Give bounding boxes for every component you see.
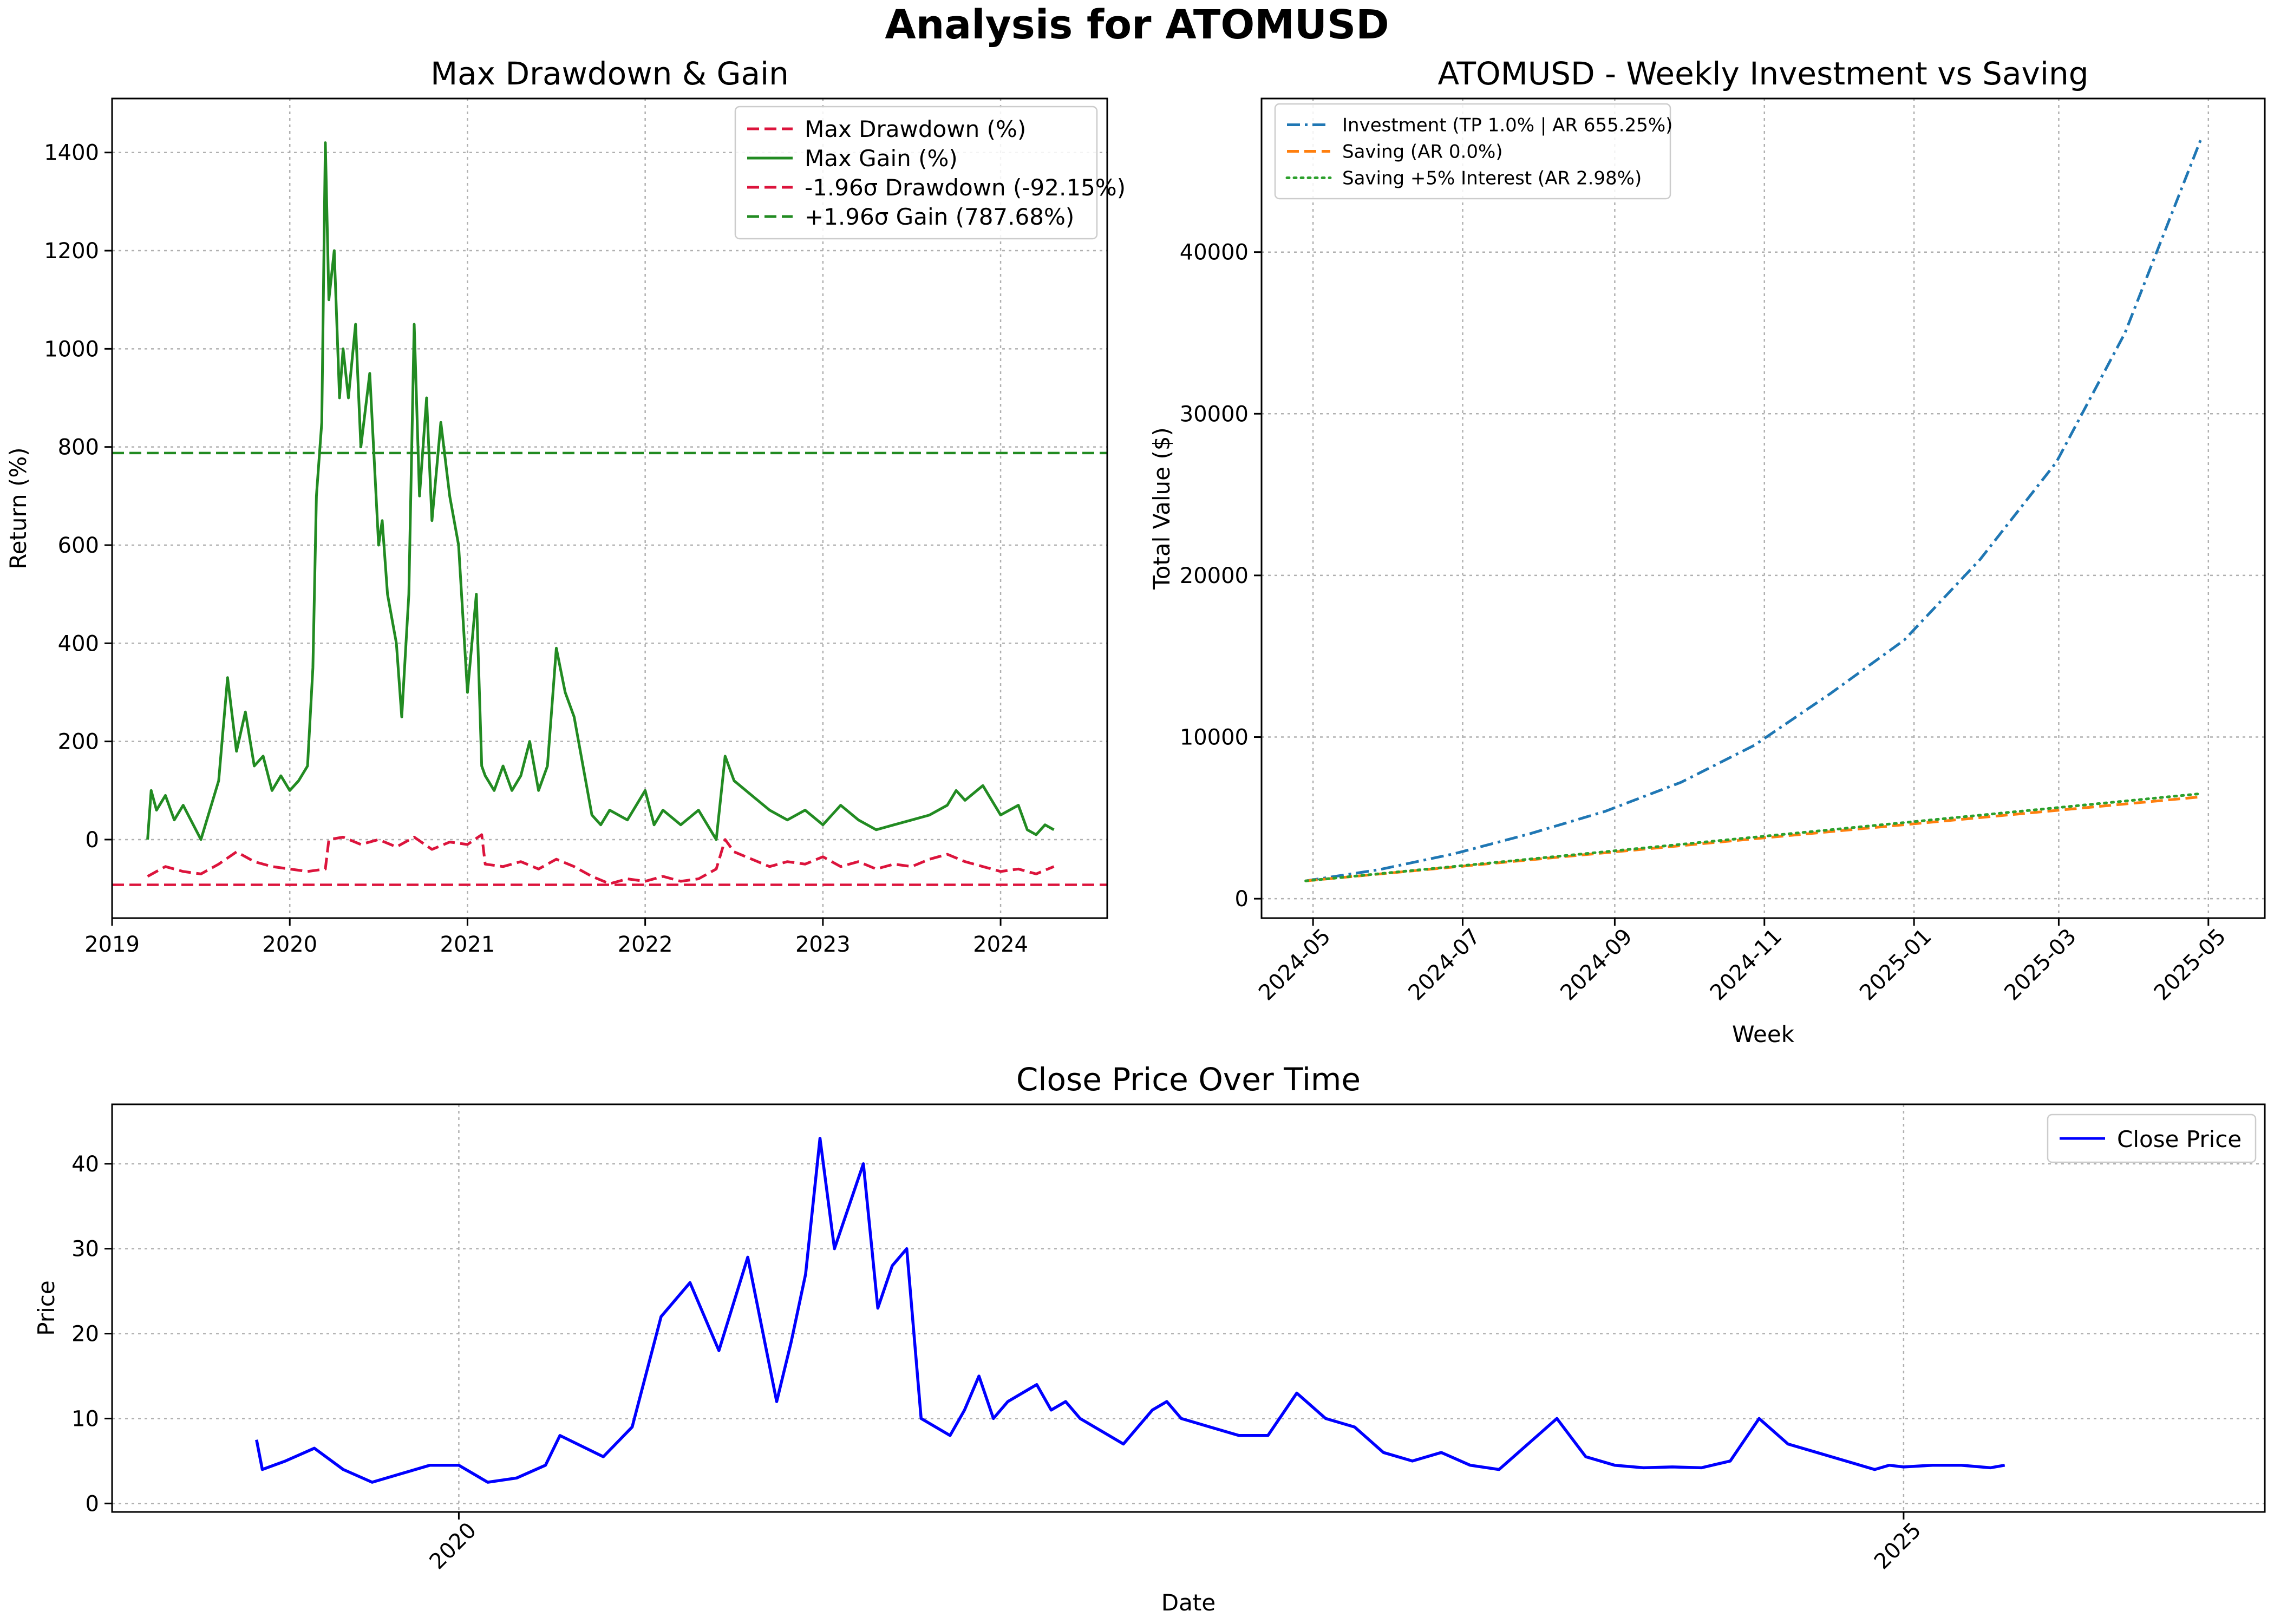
panel-title: ATOMUSD - Weekly Investment vs Saving — [1437, 55, 2088, 92]
y-tick-label: 1200 — [44, 239, 99, 264]
x-tick-label: 2025 — [1870, 1518, 1926, 1575]
y-tick-label: 0 — [1235, 887, 1249, 912]
legend-label: Saving +5% Interest (AR 2.98%) — [1342, 168, 1642, 189]
legend-label: Saving (AR 0.0%) — [1342, 141, 1503, 163]
panel-title: Max Drawdown & Gain — [430, 55, 789, 92]
y-tick-label: 40 — [71, 1152, 99, 1177]
y-tick-label: 0 — [86, 828, 99, 853]
x-tick-label: 2024-07 — [1403, 924, 1485, 1006]
y-tick-label: 10000 — [1180, 725, 1249, 750]
y-tick-label: 30000 — [1180, 402, 1249, 427]
plot-frame — [1260, 97, 2266, 919]
legend: Max Drawdown (%) Max Gain (%)-1.96σ Drawd… — [734, 106, 1126, 240]
x-tick-label: 2024-09 — [1556, 924, 1637, 1006]
y-tick-label: 1000 — [44, 337, 99, 362]
y-tick-label: 20000 — [1180, 564, 1249, 588]
x-axis-label: Date — [1161, 1589, 1216, 1616]
legend-label: Close Price — [2117, 1126, 2242, 1152]
legend-label: Max Gain (%) — [805, 145, 958, 172]
legend: Close Price — [2047, 1114, 2257, 1163]
series-investment-tp-1-0-ar-655-25-line — [1305, 138, 2203, 882]
x-tick-label: 2020 — [424, 1518, 481, 1575]
plot-area — [112, 141, 1107, 886]
x-tick-label: 2025-03 — [1999, 924, 2081, 1006]
y-axis-label: Return (%) — [5, 447, 31, 569]
weekly-investment-panel: 2024-05 2024-07 2024-09 2024-11 2025-01 2025-… — [1148, 55, 2266, 1047]
gridlines — [112, 1104, 2265, 1512]
series-saving-5-interest-ar-2-98-line — [1304, 792, 2203, 882]
legend-label: +1.96σ Gain (787.68%) — [805, 204, 1074, 230]
legend-label: Max Drawdown (%) — [805, 116, 1026, 142]
y-tick-label: 200 — [58, 730, 99, 755]
y-tick-label: 40000 — [1180, 240, 1249, 265]
close-price-panel: 2020 2025 0 10 20 30 40 Close Price Over Time Pr… — [33, 1061, 2266, 1616]
y-tick-label: 0 — [86, 1491, 99, 1516]
x-tick-label: 2019 — [84, 932, 140, 957]
x-tick-label: 2020 — [262, 932, 317, 957]
legend: Investment (TP 1.0% | AR 655.25%) Saving … — [1274, 103, 1672, 200]
y-tick-label: 600 — [58, 533, 99, 558]
gridlines — [1262, 99, 2265, 918]
y-tick-label: 30 — [71, 1237, 99, 1262]
legend-label: -1.96σ Drawdown (-92.15%) — [805, 174, 1126, 201]
x-tick-label: 2021 — [440, 932, 495, 957]
legend-frame — [2047, 1114, 2257, 1163]
x-tick-label: 2025-01 — [1855, 924, 1937, 1006]
y-tick-label: 400 — [58, 631, 99, 656]
y-tick-label: 10 — [71, 1406, 99, 1431]
x-tick-label: 2025-05 — [2149, 924, 2231, 1006]
x-axis-label: Week — [1732, 1021, 1795, 1047]
legend-label: Investment (TP 1.0% | AR 655.25%) — [1342, 115, 1672, 136]
series-close-price-line — [255, 1137, 2005, 1484]
y-tick-label: 20 — [71, 1322, 99, 1347]
plot-frame — [111, 97, 1108, 919]
series-max-gain-line — [146, 141, 1055, 841]
figure-title: Analysis for ATOMUSD — [885, 2, 1389, 48]
legend-frame — [1274, 103, 1671, 200]
x-tick-label: 2024 — [973, 932, 1028, 957]
panel-title: Close Price Over Time — [1016, 1061, 1361, 1098]
plot-frame — [111, 1103, 2266, 1513]
plot-area — [1304, 138, 2203, 882]
x-tick-label: 2022 — [618, 932, 673, 957]
plot-area — [255, 1137, 2005, 1484]
drawdown-gain-panel: 2019 2020 2021 2022 2023 2024 0 200 400 600 800 100… — [5, 55, 1126, 957]
y-tick-label: 800 — [58, 435, 99, 460]
x-tick-label: 2023 — [795, 932, 851, 957]
legend-frame — [734, 106, 1098, 240]
x-tick-label: 2024-11 — [1706, 924, 1787, 1006]
series-max-drawdown-line — [147, 833, 1055, 885]
x-tick-label: 2024-05 — [1254, 924, 1336, 1006]
y-tick-label: 1400 — [44, 141, 99, 166]
y-axis-label: Price — [33, 1280, 60, 1335]
y-axis-label: Total Value ($) — [1148, 427, 1175, 590]
